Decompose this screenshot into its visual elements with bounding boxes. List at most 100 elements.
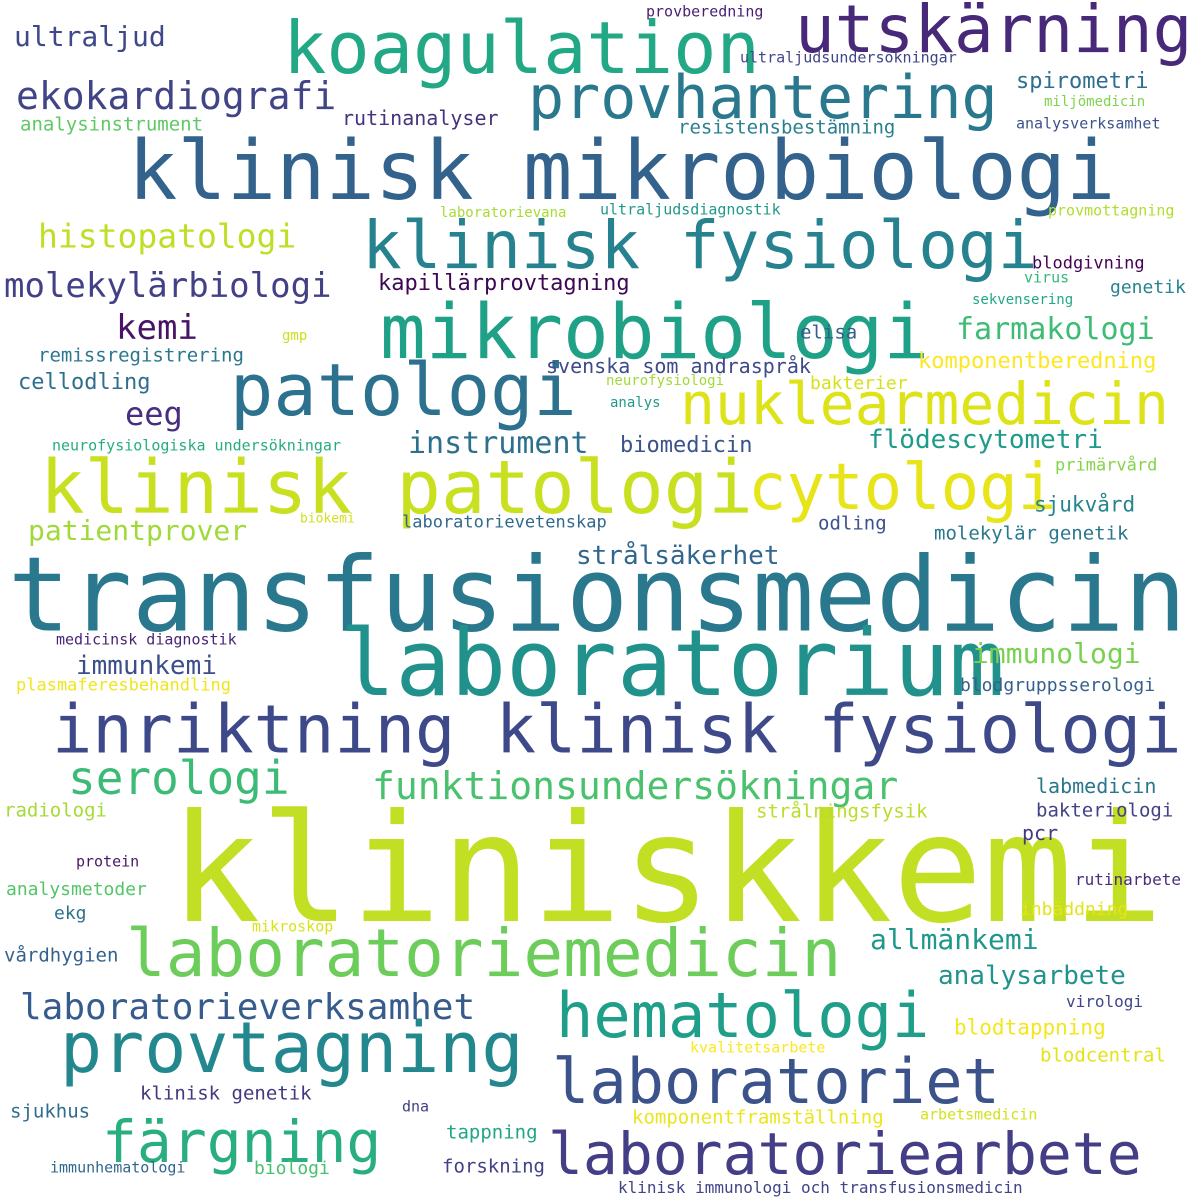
word: kemi — [116, 308, 198, 348]
word: laboratorievetenskap — [402, 512, 607, 533]
word: ekokardiografi — [16, 74, 337, 118]
word: klinisk genetik — [140, 1082, 312, 1105]
word: biomedicin — [620, 433, 753, 458]
word: farmakologi — [956, 312, 1155, 347]
word: molekylär genetik — [934, 522, 1129, 545]
word: patologi — [230, 348, 577, 432]
word: instrument — [408, 426, 589, 461]
word: immunhematologi — [50, 1158, 186, 1177]
word: provtagning — [60, 1007, 524, 1089]
word: forskning — [442, 1155, 545, 1178]
word: provmottagning — [1048, 201, 1175, 220]
word: biokemi — [300, 511, 355, 527]
word: laboratoriet — [552, 1045, 1000, 1118]
word: mikrobiologi — [380, 287, 930, 376]
word: resistensbestämning — [678, 116, 896, 139]
word: kvalitetsarbete — [690, 1038, 826, 1057]
word: genetik — [1110, 277, 1186, 298]
word: molekylärbiologi — [4, 266, 332, 306]
word: ekg — [54, 903, 87, 924]
word: virus — [1024, 268, 1070, 287]
word: färgning — [102, 1108, 382, 1176]
word: laboratoriemedicin — [126, 915, 842, 992]
word: sekvensering — [972, 292, 1074, 308]
word: blodcentral — [1040, 1044, 1166, 1067]
word: mikroskop — [252, 917, 334, 936]
word: cytologi — [748, 451, 1057, 525]
word: sjukhus — [10, 1100, 91, 1123]
word: kapillärprovtagning — [378, 271, 630, 296]
word: laboratorium — [340, 610, 1005, 717]
word: arbetsmedicin — [920, 1105, 1038, 1124]
word: plasmaferesbehandling — [16, 675, 231, 696]
word: bakteriologi — [1036, 799, 1174, 822]
word: vårdhygien — [4, 944, 119, 967]
word: radiologi — [4, 799, 107, 822]
word: immunologi — [972, 637, 1141, 670]
word: laboratorieverksamhet — [20, 987, 476, 1028]
word: klinisk immunologi och transfusionsmedic… — [618, 1178, 1023, 1197]
word: primärvård — [1055, 455, 1158, 476]
word: nuklearmedicin — [680, 370, 1169, 438]
word: tappning — [446, 1121, 538, 1144]
word: svenska som andraspråk — [546, 354, 811, 378]
word: utskärning — [795, 0, 1193, 68]
word: klinisk fysiologi — [362, 207, 1038, 284]
word: strålningsfysik — [756, 800, 928, 823]
word: sjukvård — [1034, 492, 1136, 517]
word: remissregistrering — [38, 344, 244, 367]
word: elisa — [800, 321, 858, 344]
word: komponentberedning — [918, 349, 1157, 374]
word: biologi — [254, 1158, 330, 1179]
word: klinisk patologi — [40, 445, 753, 531]
word: medicinsk diagnostik — [56, 630, 237, 649]
word: blodtappning — [954, 1015, 1106, 1040]
word: rutinanalyser — [342, 106, 499, 130]
word: inbäddning — [1020, 899, 1129, 920]
word: laboratoriearbete — [548, 1120, 1142, 1188]
word: provberedning — [646, 2, 764, 21]
word: dna — [402, 1097, 430, 1116]
word: patientprover — [28, 514, 248, 547]
word: histopatologi — [38, 216, 297, 256]
word: ultraljudsdiagnostik — [600, 200, 781, 219]
word: virologi — [1066, 992, 1144, 1011]
word: koagulation — [283, 6, 760, 90]
word: strålsäkerhet — [576, 541, 780, 571]
word: ultraljud — [14, 20, 166, 53]
word: neurofysiologiska undersökningar — [52, 436, 341, 455]
word: protein — [76, 852, 140, 871]
word: analysmetoder — [6, 879, 147, 900]
word: analys — [610, 395, 661, 411]
word: bakterier — [810, 373, 908, 394]
word: serologi — [68, 751, 290, 805]
word: provhantering — [528, 63, 998, 133]
word: komponentframställning — [632, 1106, 884, 1129]
word: immunkemi — [76, 651, 217, 681]
word: inriktning klinisk fysiologi — [52, 690, 1182, 769]
word: miljömedicin — [1044, 94, 1146, 110]
word: ultraljudsundersökningar — [740, 48, 957, 67]
word: eeg — [125, 395, 183, 433]
word: kliniskkemi — [170, 783, 1164, 957]
word: blodgivning — [1032, 253, 1145, 274]
word: analysinstrument — [20, 113, 204, 136]
word: pcr — [1022, 821, 1059, 845]
word: spirometri — [1016, 69, 1149, 94]
word: laboratorievana — [440, 205, 567, 221]
word: cellodling — [18, 370, 151, 395]
word: odling — [818, 512, 887, 535]
word: hematologi — [556, 979, 930, 1052]
word: labmedicin — [1036, 774, 1157, 798]
word: flödescytometri — [868, 425, 1103, 455]
word: neurofysiologi — [606, 373, 725, 389]
word: allmänkemi — [870, 923, 1039, 956]
word: klinisk mikrobiologi — [128, 124, 1116, 219]
word: gmp — [282, 328, 308, 344]
word: analysverksamhet — [1016, 114, 1161, 133]
word: transfusionsmedicin — [8, 535, 1187, 656]
word: analysarbete — [938, 961, 1126, 991]
word: funktionsundersökningar — [372, 764, 899, 808]
word: rutinarbete — [1075, 870, 1181, 889]
